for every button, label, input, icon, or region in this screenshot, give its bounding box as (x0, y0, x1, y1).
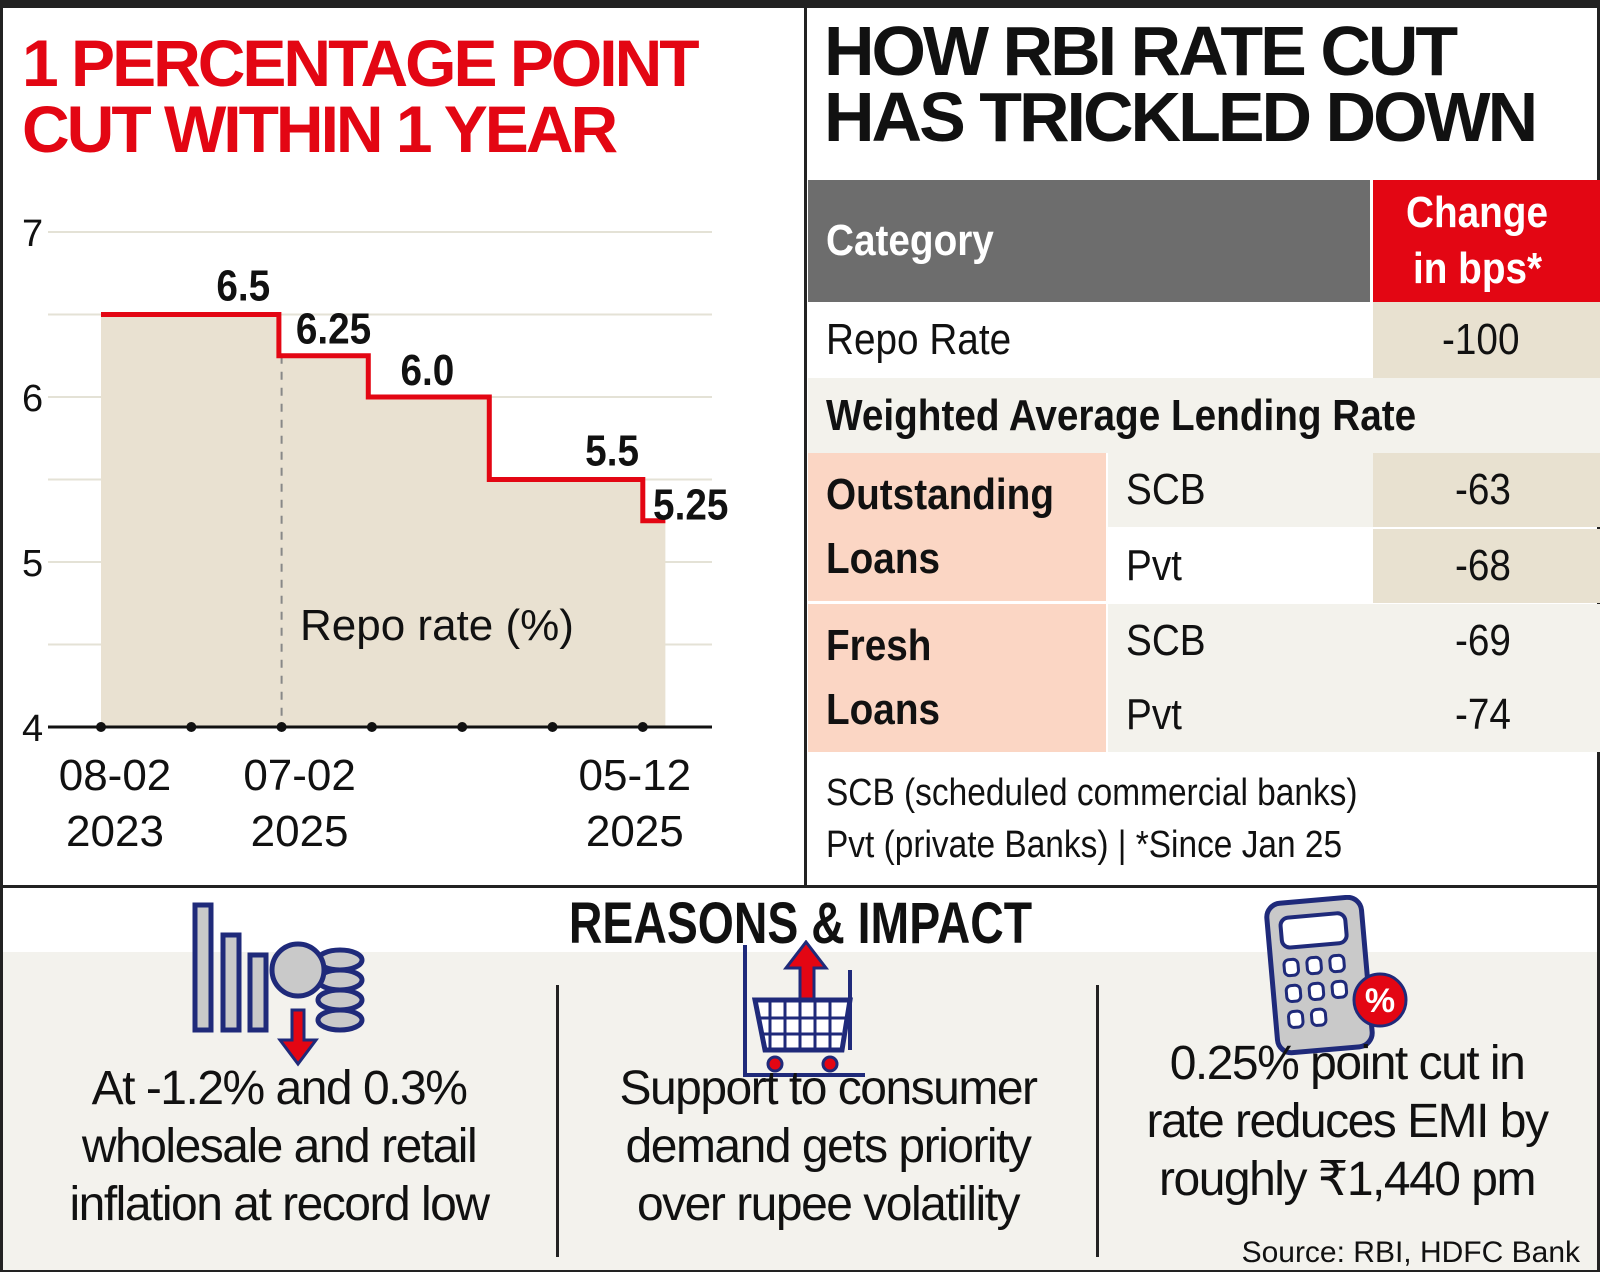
title-line: HAS TRICKLED DOWN (824, 78, 1538, 156)
walr-label: Weighted Average Lending Rate (808, 378, 1600, 453)
chart-title: 1 PERCENTAGE POINT CUT WITHIN 1 YEAR (22, 30, 792, 162)
repo-rate-line (101, 312, 666, 524)
change-value: -63 (1373, 453, 1600, 527)
x-tick-dot (547, 722, 558, 732)
divider (0, 885, 1600, 888)
title-line: CUT WITHIN 1 YEAR (22, 92, 618, 166)
area-fill (101, 314, 666, 727)
x-tick-label: 2025 (251, 807, 349, 856)
source-credit: Source: RBI, HDFC Bank (1241, 1236, 1580, 1269)
divider (804, 0, 807, 888)
y-tick-label: 5 (22, 543, 43, 585)
shopping-cart-up-icon (743, 940, 865, 1077)
bank-label: Pvt (1108, 529, 1373, 603)
group-fresh-loans: Fresh Loans (808, 604, 1106, 752)
divider (1096, 985, 1099, 1257)
x-tick-label: 2025 (586, 807, 684, 856)
falling-bars-coins-icon (192, 902, 365, 1067)
x-tick-dot (96, 722, 106, 732)
header-category: Category (808, 180, 1370, 302)
change-value: -68 (1373, 529, 1600, 603)
x-tick-label: 08-02 (59, 751, 172, 800)
svg-text:%: % (1365, 982, 1395, 1020)
data-label: 6.5 (216, 260, 270, 310)
change-value: -69 (1373, 604, 1600, 678)
header-change: Change in bps* (1373, 180, 1600, 302)
divider (556, 985, 559, 1257)
x-tick-dot (366, 722, 377, 732)
repo-value: -100 (1373, 302, 1600, 378)
x-tick-label: 2023 (66, 807, 164, 856)
reasons-title: REASONS & IMPACT (568, 891, 1032, 956)
data-label: 6.25 (296, 303, 371, 353)
bank-label: SCB (1108, 604, 1373, 678)
reason-text: Support to consumer demand gets priority o… (619, 1062, 1038, 1231)
data-label: 5.5 (585, 425, 639, 475)
x-tick-dot (276, 722, 287, 732)
x-tick-dot (637, 722, 648, 732)
bank-label: Pvt (1108, 678, 1373, 752)
repo-rate-chart: 4 5 6 7 6.5 6.25 6.0 5.5 5.25 Repo rate (%) 08-02 2… (22, 213, 728, 856)
reason-text: 0.25% point cut in rate reduces EMI by rou… (1146, 1037, 1549, 1206)
repo-label: Repo Rate (808, 302, 1373, 378)
y-tick-label: 6 (22, 378, 43, 420)
table-title: HOW RBI RATE CUT HAS TRICKLED DOWN (824, 12, 1594, 156)
x-tick-label: 07-02 (243, 751, 356, 800)
series-label: Repo rate (%) (300, 601, 574, 650)
data-label: 5.25 (653, 479, 728, 529)
title-line: HOW RBI RATE CUT (824, 12, 1458, 90)
x-tick-dot (457, 722, 468, 732)
bank-label: SCB (1108, 453, 1373, 527)
title-line: 1 PERCENTAGE POINT (22, 26, 700, 100)
x-tick-label: 05-12 (579, 751, 692, 800)
group-outstanding-loans: Outstanding Loans (808, 453, 1106, 601)
change-value: -74 (1373, 678, 1600, 752)
y-tick-label: 4 (22, 708, 43, 750)
calculator-percent-icon: % (1264, 895, 1408, 1056)
y-tick-label: 7 (22, 213, 43, 255)
x-tick-dot (186, 722, 197, 732)
table-note: SCB (scheduled commercial banks) (826, 772, 1358, 814)
data-label: 6.0 (400, 345, 454, 395)
reason-text: At -1.2% and 0.3% wholesale and retail inf… (69, 1062, 490, 1231)
table-note: Pvt (private Banks) | *Since Jan 25 (826, 824, 1343, 866)
